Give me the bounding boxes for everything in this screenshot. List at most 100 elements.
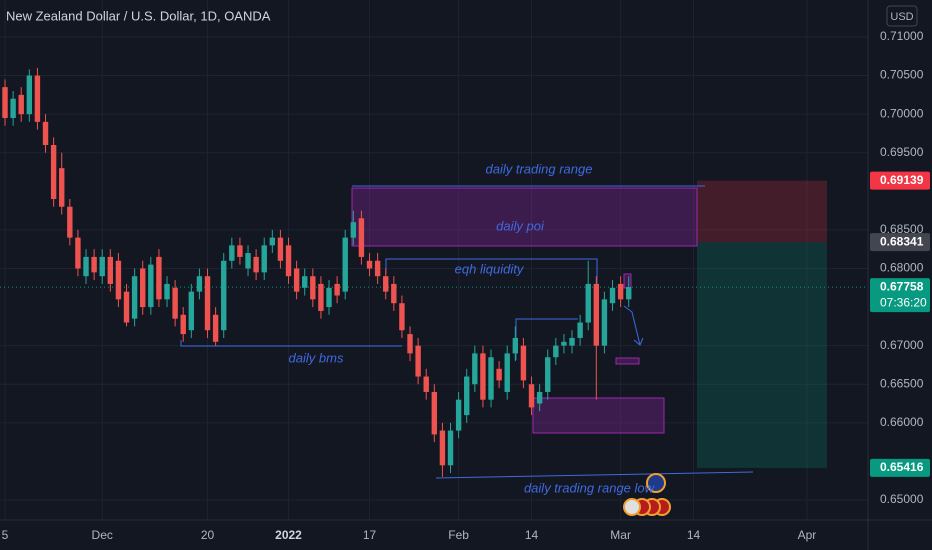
y-tick-label: 0.65000 [880,492,924,506]
candle-body [115,260,122,300]
candle-body [156,256,162,300]
x-tick-label: Mar [610,528,631,542]
candle-body [302,276,308,288]
candle-body [245,253,251,269]
price-tag-label: 0.69139 [880,173,924,187]
y-tick-label: 0.66500 [880,376,924,390]
candle-body [196,276,203,292]
candle-body [415,345,421,377]
y-tick-label: 0.71000 [880,29,924,43]
candle-body [277,237,284,261]
event-icon[interactable] [646,473,666,493]
candle-body [504,353,510,392]
x-tick-label: 14 [687,528,701,542]
price-tag-label: 0.65416 [880,460,924,474]
candle-body [269,237,276,246]
candle-body [34,75,41,122]
annotation: daily trading range [486,161,593,176]
y-tick-label: 0.67000 [880,338,924,352]
y-tick-label: 0.69500 [880,145,924,159]
candle-body [366,260,373,269]
price-tag [870,171,930,190]
candle-body [334,283,340,296]
candle-body [520,345,527,381]
candle-body [75,237,81,269]
drawings [180,185,754,516]
candle-body [480,353,486,400]
candle-body [83,256,89,277]
candle-body [431,391,438,435]
candle-body [42,121,49,146]
candle-body [261,245,267,273]
candle-body [374,260,381,277]
candle-body [26,75,33,115]
candle-body [593,283,600,346]
price-tag [870,278,930,313]
candle-body [553,345,559,358]
candle-body [350,222,357,238]
reward-zone [697,242,827,468]
annotation: eqh liquidity [455,261,525,276]
y-tick-label: 0.70000 [880,106,924,120]
candle-body [10,98,16,118]
candle-body [59,168,65,207]
bms-line [180,340,402,347]
candle-body [180,314,186,335]
candle-body [107,256,114,284]
price-tag-label: 0.67758 [880,279,924,293]
demand-box [532,397,665,434]
x-tick-label: 2022 [275,528,302,542]
candle-body [67,206,73,238]
candle-body [536,391,543,404]
candle-body [617,283,624,300]
eqh-line [385,258,598,290]
price-tag [870,233,930,252]
candle-body [561,341,567,346]
candle-body [18,94,24,115]
candle-body [545,357,551,392]
y-tick-label: 0.66000 [880,415,924,429]
small-box [615,357,640,365]
candle-body [285,245,292,277]
candle-body [407,334,413,354]
x-tick-label: 5 [2,528,9,542]
risk-zone [697,180,827,243]
annotation: daily trading range low [524,480,656,495]
candle-body [123,291,130,323]
candle-body [391,283,397,304]
arrow [623,305,641,346]
event-icon[interactable] [623,498,641,516]
poi-box [351,187,698,247]
candle-body [423,376,429,392]
candle-body [488,357,494,400]
x-tick-label: 20 [201,528,215,542]
candle-body [221,260,227,331]
candle-body [212,314,219,342]
candle-body [399,303,405,331]
x-tick-label: Apr [798,528,817,542]
currency[interactable]: USD [890,11,913,23]
candle-body [131,276,138,319]
y-tick-label: 0.68500 [880,222,924,236]
y-tick-label: 0.68000 [880,261,924,275]
y-tick-label: 0.70500 [880,68,924,82]
candle-body [237,245,243,257]
candle-body [2,87,8,118]
candle-body [50,145,57,200]
countdown: 07:36:20 [880,295,927,309]
x-tick-label: Dec [92,528,113,542]
candle-body [464,376,470,416]
candle-body [204,276,211,331]
candle-body [229,245,235,261]
candle-body [293,268,300,292]
candle-body [528,384,535,408]
currency-button[interactable] [886,5,918,27]
candle-body [439,430,446,466]
candle-body [342,237,348,292]
candle-body [626,287,632,300]
annotation: daily bms [289,350,344,365]
candle-body [91,256,97,273]
candle-body [148,264,154,308]
